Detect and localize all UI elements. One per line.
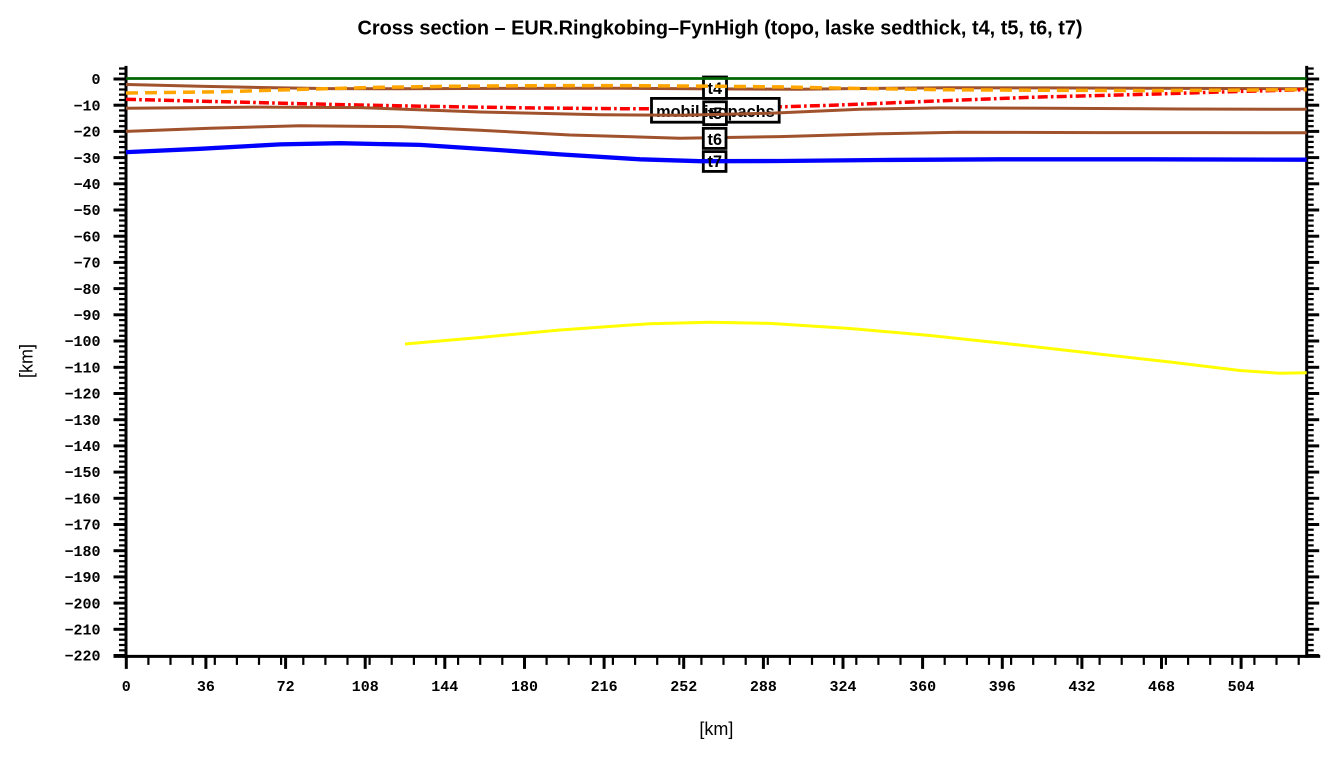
svg-text:−140: −140 <box>64 439 100 456</box>
svg-text:−80: −80 <box>73 282 100 299</box>
svg-text:144: 144 <box>431 679 458 696</box>
svg-text:288: 288 <box>750 679 777 696</box>
svg-text:[km]: [km] <box>17 344 37 378</box>
svg-text:−220: −220 <box>64 649 100 666</box>
svg-text:0: 0 <box>122 679 131 696</box>
svg-text:432: 432 <box>1068 679 1095 696</box>
svg-text:−110: −110 <box>64 360 100 377</box>
svg-text:t6: t6 <box>708 131 722 149</box>
svg-text:−20: −20 <box>73 125 100 142</box>
svg-text:−150: −150 <box>64 465 100 482</box>
svg-text:216: 216 <box>591 679 618 696</box>
svg-text:324: 324 <box>829 679 856 696</box>
svg-text:108: 108 <box>352 679 379 696</box>
svg-text:−60: −60 <box>73 229 100 246</box>
svg-text:36: 36 <box>197 679 215 696</box>
svg-text:468: 468 <box>1148 679 1175 696</box>
svg-text:252: 252 <box>670 679 697 696</box>
svg-text:−180: −180 <box>64 544 100 561</box>
svg-text:Cross section – EUR.Ringkobing: Cross section – EUR.Ringkobing–FynHigh (… <box>357 18 1082 40</box>
svg-text:−100: −100 <box>64 334 100 351</box>
svg-text:−90: −90 <box>73 308 100 325</box>
svg-text:504: 504 <box>1228 679 1255 696</box>
svg-text:t7: t7 <box>708 153 722 171</box>
svg-text:−120: −120 <box>64 387 100 404</box>
svg-text:−190: −190 <box>64 570 100 587</box>
svg-text:0: 0 <box>91 72 100 89</box>
svg-text:−130: −130 <box>64 413 100 430</box>
svg-text:360: 360 <box>909 679 936 696</box>
svg-text:−10: −10 <box>73 98 100 115</box>
svg-text:−160: −160 <box>64 492 100 509</box>
svg-text:396: 396 <box>989 679 1016 696</box>
svg-text:−210: −210 <box>64 623 100 640</box>
svg-text:[km]: [km] <box>699 719 733 739</box>
svg-text:−30: −30 <box>73 151 100 168</box>
svg-text:−170: −170 <box>64 518 100 535</box>
svg-text:−50: −50 <box>73 203 100 220</box>
svg-text:72: 72 <box>277 679 295 696</box>
svg-text:180: 180 <box>511 679 538 696</box>
svg-text:−40: −40 <box>73 177 100 194</box>
svg-text:−70: −70 <box>73 256 100 273</box>
svg-text:t4: t4 <box>708 80 722 98</box>
svg-text:−200: −200 <box>64 596 100 613</box>
